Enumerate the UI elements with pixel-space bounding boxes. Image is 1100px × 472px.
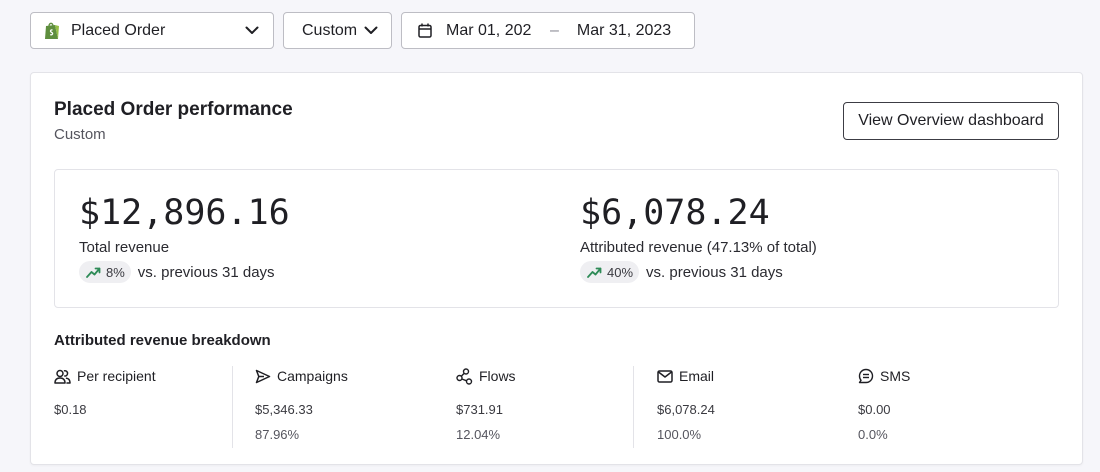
attributed-revenue-label: Attributed revenue (47.13% of total) bbox=[580, 239, 817, 256]
breakdown-percent: 0.0% bbox=[858, 427, 888, 442]
card-title: Placed Order performance bbox=[54, 99, 293, 120]
breakdown-percent: 87.96% bbox=[255, 427, 300, 442]
date-start-input[interactable]: Mar 01, 2023 bbox=[446, 21, 532, 39]
breakdown-label: Per recipient bbox=[77, 368, 156, 384]
view-overview-dashboard-button[interactable]: View Overview dashboard bbox=[843, 102, 1059, 140]
breakdown-label: Email bbox=[679, 368, 715, 384]
trend-up-icon bbox=[86, 267, 101, 278]
change-badge: 8% bbox=[79, 261, 131, 283]
date-end-input[interactable]: Mar 31, 2023 bbox=[576, 21, 672, 39]
attributed-revenue-stat: $6,078.24 Attributed revenue (47.13% of … bbox=[580, 192, 817, 283]
breakdown-percent: 100.0% bbox=[657, 427, 702, 442]
breakdown-per-recipient: Per recipient $0.18 bbox=[54, 366, 244, 427]
comparison-text: vs. previous 31 days bbox=[137, 263, 275, 281]
attributed-revenue-change: 40% vs. previous 31 days bbox=[580, 261, 817, 283]
breakdown-percent: 12.04% bbox=[456, 427, 501, 442]
breakdown-title: Attributed revenue breakdown bbox=[54, 332, 271, 349]
filter-bar: Placed Order Custom Mar 01, 2023 – Mar 3… bbox=[30, 12, 695, 49]
metric-dropdown[interactable]: Placed Order bbox=[30, 12, 274, 49]
performance-card: Placed Order performance Custom View Ove… bbox=[30, 72, 1083, 465]
breakdown-value: $731.91 bbox=[456, 402, 503, 417]
total-revenue-label: Total revenue bbox=[79, 239, 170, 256]
send-icon bbox=[255, 369, 271, 384]
breakdown-value: $5,346.33 bbox=[255, 402, 313, 417]
flows-icon bbox=[456, 367, 473, 385]
change-percent: 8% bbox=[106, 264, 125, 280]
total-revenue-value: $12,896.16 bbox=[79, 193, 290, 233]
column-divider bbox=[633, 366, 634, 448]
sms-icon bbox=[858, 368, 874, 384]
breakdown-sms: SMS $0.00 0.0% bbox=[858, 366, 1048, 442]
attributed-revenue-value: $6,078.24 bbox=[580, 193, 770, 233]
date-range-picker[interactable]: Mar 01, 2023 – Mar 31, 2023 bbox=[401, 12, 695, 49]
chevron-down-icon bbox=[364, 22, 378, 40]
breakdown-value: $0.00 bbox=[858, 402, 891, 417]
comparison-text: vs. previous 31 days bbox=[646, 263, 783, 281]
mail-icon bbox=[657, 369, 673, 383]
period-dropdown-label: Custom bbox=[302, 21, 358, 39]
total-revenue-stat: $12,896.16 Total revenue 8% vs. previous… bbox=[79, 192, 290, 283]
column-divider bbox=[232, 366, 233, 448]
chevron-down-icon bbox=[245, 22, 259, 40]
breakdown-label: Flows bbox=[479, 368, 516, 384]
change-badge: 40% bbox=[580, 261, 640, 283]
shopify-icon bbox=[43, 21, 61, 41]
revenue-stats: $12,896.16 Total revenue 8% vs. previous… bbox=[54, 169, 1059, 308]
date-range-separator: – bbox=[550, 21, 559, 39]
users-icon bbox=[54, 369, 71, 384]
total-revenue-change: 8% vs. previous 31 days bbox=[79, 261, 290, 283]
change-percent: 40% bbox=[607, 264, 634, 280]
breakdown-flows: Flows $731.91 12.04% bbox=[456, 366, 646, 442]
metric-dropdown-label: Placed Order bbox=[71, 21, 166, 39]
breakdown-campaigns: Campaigns $5,346.33 87.96% bbox=[255, 366, 445, 442]
breakdown-value: $0.18 bbox=[54, 402, 87, 417]
card-subtitle: Custom bbox=[54, 126, 106, 143]
trend-up-icon bbox=[587, 267, 602, 278]
breakdown-value: $6,078.24 bbox=[657, 402, 715, 417]
breakdown-label: SMS bbox=[880, 368, 911, 384]
breakdown-label: Campaigns bbox=[277, 368, 348, 384]
period-dropdown[interactable]: Custom bbox=[283, 12, 392, 49]
calendar-icon bbox=[418, 23, 432, 38]
breakdown-email: Email $6,078.24 100.0% bbox=[657, 366, 847, 442]
